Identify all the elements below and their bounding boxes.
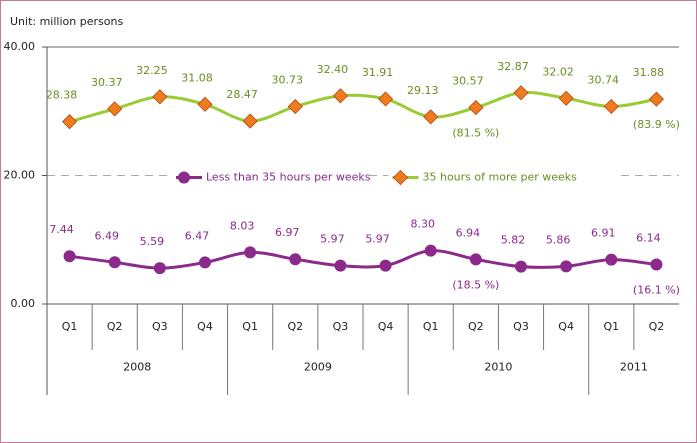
annotation: (83.9 %) — [633, 118, 680, 131]
data-point — [107, 101, 123, 117]
data-point — [558, 90, 574, 106]
data-label: 5.86 — [546, 233, 571, 246]
x-tick-label: Q1 — [423, 320, 439, 333]
annotation: (16.1 %) — [633, 284, 680, 297]
data-label: 32.02 — [542, 65, 574, 78]
x-tick-label: Q3 — [513, 320, 529, 333]
data-point — [332, 88, 348, 104]
data-label: 29.13 — [407, 84, 439, 97]
data-point — [379, 259, 392, 272]
data-point — [513, 85, 529, 101]
annotation: (81.5 %) — [452, 127, 499, 140]
data-point — [287, 98, 303, 115]
group-label: 2008 — [123, 361, 151, 374]
x-tick-label: Q2 — [107, 320, 123, 333]
data-point — [423, 109, 439, 125]
data-point — [378, 91, 394, 107]
y-tick-label: 20.00 — [4, 169, 36, 182]
data-label: 32.25 — [136, 64, 168, 77]
x-tick-label: Q3 — [333, 320, 349, 333]
data-point — [63, 250, 76, 263]
legend-label: Less than 35 hours per weeks — [206, 171, 371, 184]
data-point — [244, 246, 257, 259]
legend-label: 35 hours of more per weeks — [422, 171, 577, 184]
data-point — [650, 258, 663, 271]
x-tick-label: Q4 — [558, 320, 574, 333]
legend-bg — [172, 167, 362, 188]
data-point — [603, 98, 619, 115]
data-label: 5.59 — [140, 235, 165, 248]
data-label: 6.47 — [185, 229, 210, 242]
data-label: 32.87 — [497, 60, 529, 73]
y-tick-label: 40.00 — [4, 40, 36, 53]
data-label: 5.97 — [320, 233, 345, 246]
data-point — [469, 253, 482, 266]
data-label: 31.88 — [633, 66, 665, 79]
group-label: 2010 — [484, 361, 512, 374]
legend-bg — [388, 167, 621, 188]
unit-label: Unit: million persons — [10, 15, 123, 28]
x-tick-label: Q4 — [197, 320, 213, 333]
data-label: 8.03 — [230, 219, 255, 232]
data-label: 6.97 — [275, 226, 300, 239]
data-point — [152, 89, 168, 105]
data-label: 30.37 — [91, 76, 123, 89]
x-tick-label: Q1 — [62, 320, 78, 333]
data-label: 5.97 — [365, 233, 390, 246]
x-tick-label: Q2 — [287, 320, 303, 333]
x-tick-label: Q1 — [603, 320, 619, 333]
data-label: 7.44 — [49, 223, 74, 236]
data-label: 31.91 — [362, 66, 394, 79]
legend-marker — [392, 169, 409, 186]
data-label: 6.49 — [94, 229, 119, 242]
group-label: 2011 — [620, 361, 648, 374]
data-point — [334, 259, 347, 272]
data-label: 31.08 — [181, 71, 213, 84]
legend-marker — [178, 171, 190, 184]
data-point — [197, 96, 213, 112]
data-label: 30.57 — [452, 75, 484, 88]
data-point — [108, 256, 121, 269]
x-tick-label: Q4 — [378, 320, 394, 333]
data-label: 30.74 — [588, 73, 620, 86]
x-tick-label: Q2 — [468, 320, 484, 333]
data-point — [648, 91, 664, 107]
data-label: 28.38 — [46, 89, 78, 102]
data-point — [424, 244, 437, 257]
annotation: (18.5 %) — [452, 278, 499, 291]
x-tick-label: Q1 — [242, 320, 258, 333]
x-tick-label: Q2 — [649, 320, 665, 333]
data-point — [199, 256, 211, 269]
data-label: 6.94 — [456, 226, 481, 239]
data-label: 30.73 — [272, 74, 304, 87]
x-tick-label: Q3 — [152, 320, 168, 333]
data-label: 6.14 — [636, 232, 661, 245]
data-label: 32.40 — [317, 63, 349, 76]
data-label: 5.82 — [501, 234, 526, 247]
data-point — [242, 113, 258, 129]
group-label: 2009 — [304, 361, 332, 374]
data-point — [605, 253, 618, 266]
data-point — [468, 100, 484, 116]
data-point — [515, 260, 527, 273]
data-label: 28.47 — [226, 88, 258, 101]
data-label: 8.30 — [410, 218, 435, 231]
y-tick-label: 0.00 — [11, 297, 36, 310]
data-point — [153, 262, 166, 275]
data-point — [560, 260, 573, 273]
data-label: 6.91 — [591, 227, 616, 240]
data-point — [62, 114, 78, 130]
data-point — [289, 253, 302, 266]
